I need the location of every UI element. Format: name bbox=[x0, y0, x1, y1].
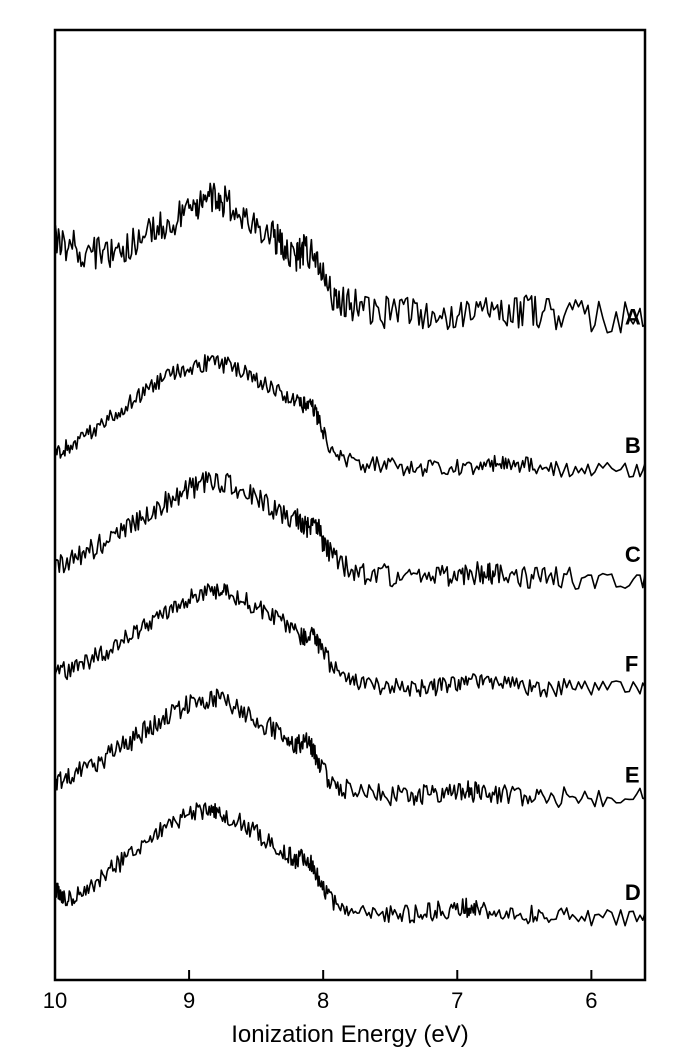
spectrum-label-b: B bbox=[625, 433, 641, 458]
x-tick-label: 7 bbox=[451, 988, 463, 1013]
x-tick-label: 8 bbox=[317, 988, 329, 1013]
spectrum-label-e: E bbox=[625, 762, 640, 787]
spectrum-label-c: C bbox=[625, 542, 641, 567]
spectrum-label-f: F bbox=[625, 651, 638, 676]
x-tick-label: 9 bbox=[183, 988, 195, 1013]
spectrum-label-d: D bbox=[625, 880, 641, 905]
x-tick-label: 10 bbox=[43, 988, 67, 1013]
x-axis-label: Ionization Energy (eV) bbox=[231, 1021, 468, 1048]
x-tick-label: 6 bbox=[585, 988, 597, 1013]
spectra-chart: 10 9 8 7 6 Ionization Energy (eV) A B C F E D bbox=[0, 0, 681, 1050]
spectrum-label-a: A bbox=[625, 305, 641, 330]
